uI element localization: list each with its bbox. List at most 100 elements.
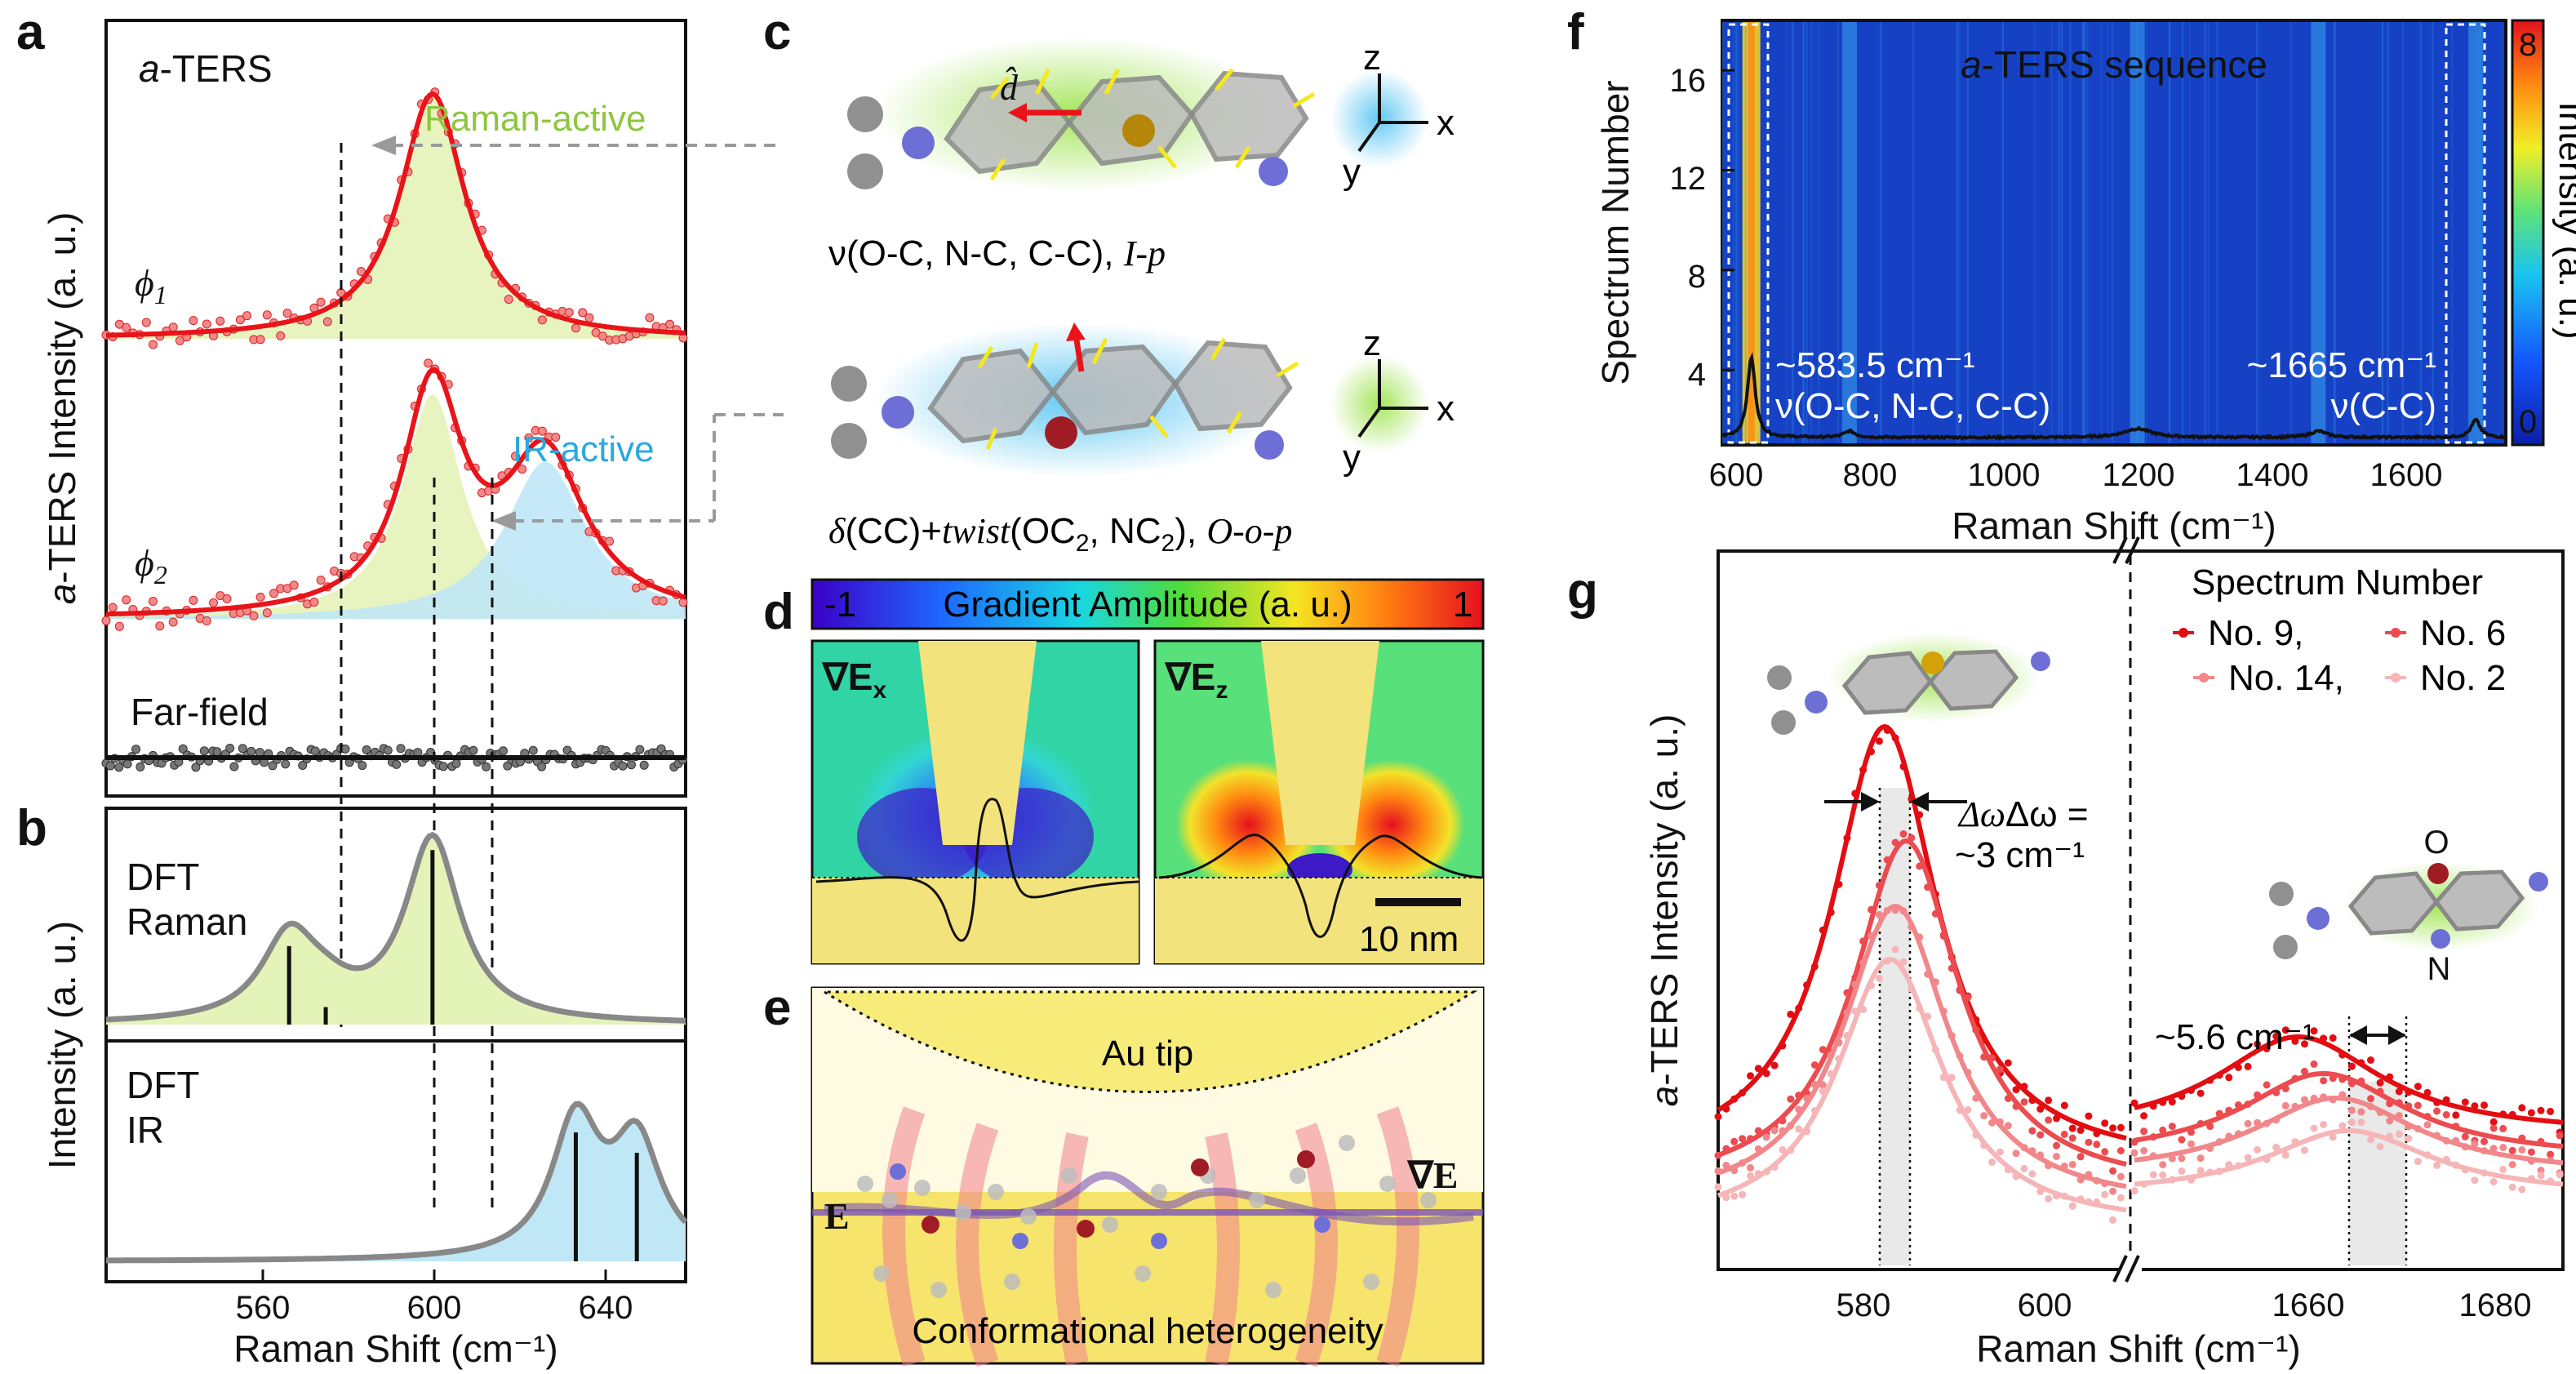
- heatmap-streak: [1737, 22, 1739, 443]
- g-point: [2149, 1102, 2157, 1110]
- g-point: [1714, 1183, 1722, 1191]
- g-point: [2225, 1106, 2233, 1114]
- data-point: [316, 297, 326, 307]
- mode2-n-atom: [882, 396, 914, 429]
- heatmap-band: [2311, 22, 2326, 443]
- heatmap-streak: [1735, 22, 1738, 443]
- far-field-point: [639, 760, 649, 770]
- g-point: [2537, 1137, 2545, 1145]
- g-point: [1956, 1052, 1964, 1060]
- g-point: [2168, 1123, 2176, 1131]
- g-point: [2196, 1089, 2205, 1097]
- g-point: [2168, 1176, 2176, 1184]
- g-ylabel: a-TERS Intensity (a. u.): [1643, 714, 1686, 1107]
- b-xtick-560: 560: [236, 1290, 291, 1326]
- g-point: [1843, 1031, 1851, 1039]
- g-point: [2357, 1118, 2365, 1127]
- g-point: [2263, 1045, 2271, 1052]
- g-point: [2414, 1125, 2422, 1133]
- g-point: [2433, 1107, 2441, 1115]
- g-point: [2101, 1148, 2109, 1156]
- shift2-label: ~5.6 cm⁻¹: [2155, 1017, 2315, 1057]
- g-point: [2085, 1112, 2093, 1120]
- peak2-label-2: ν(C-C): [2330, 386, 2436, 426]
- g-point: [1810, 963, 1819, 971]
- g-point: [1722, 1145, 1730, 1153]
- g-point: [2367, 1095, 2374, 1103]
- data-point: [645, 313, 655, 322]
- heatmap-streak: [1837, 22, 1840, 443]
- g-point: [1795, 1004, 1803, 1012]
- f-colorbar: [2511, 19, 2545, 447]
- data-point: [571, 323, 580, 333]
- g-point: [1939, 1007, 1948, 1016]
- far-field-point: [114, 763, 124, 772]
- dft-raman-fill: [106, 834, 686, 1025]
- heatmap-streak: [1766, 22, 1769, 443]
- cbar-max-label: 1: [1453, 585, 1472, 625]
- data-point: [537, 315, 547, 325]
- ir-active-arrowhead: [491, 511, 516, 531]
- delta-omega-arrows: [1824, 792, 2406, 1045]
- g-point: [2291, 1037, 2299, 1045]
- g-series-right-3: [2134, 1127, 2564, 1187]
- g-point: [1835, 880, 1843, 888]
- heatmap-streak: [2061, 22, 2063, 443]
- mode2-nh2: [1255, 430, 1284, 460]
- g-point: [2159, 1126, 2167, 1134]
- mode1-nh2: [1259, 157, 1288, 186]
- heatmap-streak: [2334, 22, 2337, 443]
- heatmap-streak: [2216, 22, 2218, 443]
- svg-text:No. 14,: No. 14,: [2228, 658, 2344, 698]
- far-field-point: [178, 744, 188, 754]
- g-point: [2499, 1110, 2507, 1118]
- data-point: [678, 598, 688, 607]
- g-point: [1770, 1163, 1779, 1172]
- g-point: [2020, 1083, 2028, 1091]
- panel-c-label: c: [763, 4, 791, 60]
- mode1-o-atom: [1122, 114, 1155, 147]
- g-point: [2433, 1161, 2441, 1169]
- g-point: [1754, 1127, 1762, 1135]
- g-point: [1819, 1046, 1827, 1054]
- data-point: [222, 594, 232, 603]
- g-point: [1843, 1009, 1851, 1016]
- f-cbar-label: Intensity (a. u.): [2552, 101, 2576, 339]
- peak2-label-1: ~1665 cm⁻¹: [2247, 345, 2436, 385]
- panel-a: a a-TERS a-TERS Intensity (a. u.) ϕ1 ϕ2 …: [16, 4, 784, 798]
- g-point: [2395, 1130, 2403, 1138]
- g-point: [1835, 1038, 1843, 1047]
- g-point: [2004, 1166, 2012, 1174]
- g-point: [2291, 1102, 2299, 1110]
- data-point: [255, 592, 265, 602]
- ir-active-label: IR-active: [513, 429, 655, 469]
- heatmap-streak: [2333, 22, 2335, 443]
- g-point: [1810, 1061, 1819, 1069]
- g-point: [2272, 1143, 2281, 1151]
- g-point: [2234, 1101, 2242, 1109]
- mode2-caption: δ(CC)+twist(OC2, NC2), O-o-p: [828, 511, 1292, 557]
- g-point: [2310, 1124, 2318, 1132]
- g-point: [2149, 1133, 2157, 1141]
- g-point: [2004, 1059, 2012, 1067]
- panel-b-label: b: [16, 800, 47, 856]
- g-point: [2068, 1124, 2076, 1132]
- g-point: [1851, 980, 1859, 989]
- g-point: [1908, 985, 1916, 993]
- svg-text:No. 9,: No. 9,: [2208, 613, 2303, 653]
- g-point: [2036, 1151, 2045, 1159]
- g-point: [1859, 958, 1868, 967]
- g-point: [2518, 1134, 2526, 1142]
- g-point: [2028, 1170, 2036, 1178]
- data-point: [149, 597, 158, 606]
- g-point: [2414, 1101, 2422, 1109]
- g-point: [2244, 1154, 2252, 1162]
- g-series-right-2: [2134, 1095, 2564, 1166]
- heatmap-streak: [1853, 22, 1855, 443]
- dft-ir-sticks: [573, 1132, 639, 1261]
- g-point: [1916, 811, 1924, 819]
- g-point: [2244, 1062, 2252, 1070]
- heatmap-streak: [1792, 22, 1794, 443]
- g-point: [2178, 1092, 2186, 1101]
- g-point: [2367, 1056, 2374, 1064]
